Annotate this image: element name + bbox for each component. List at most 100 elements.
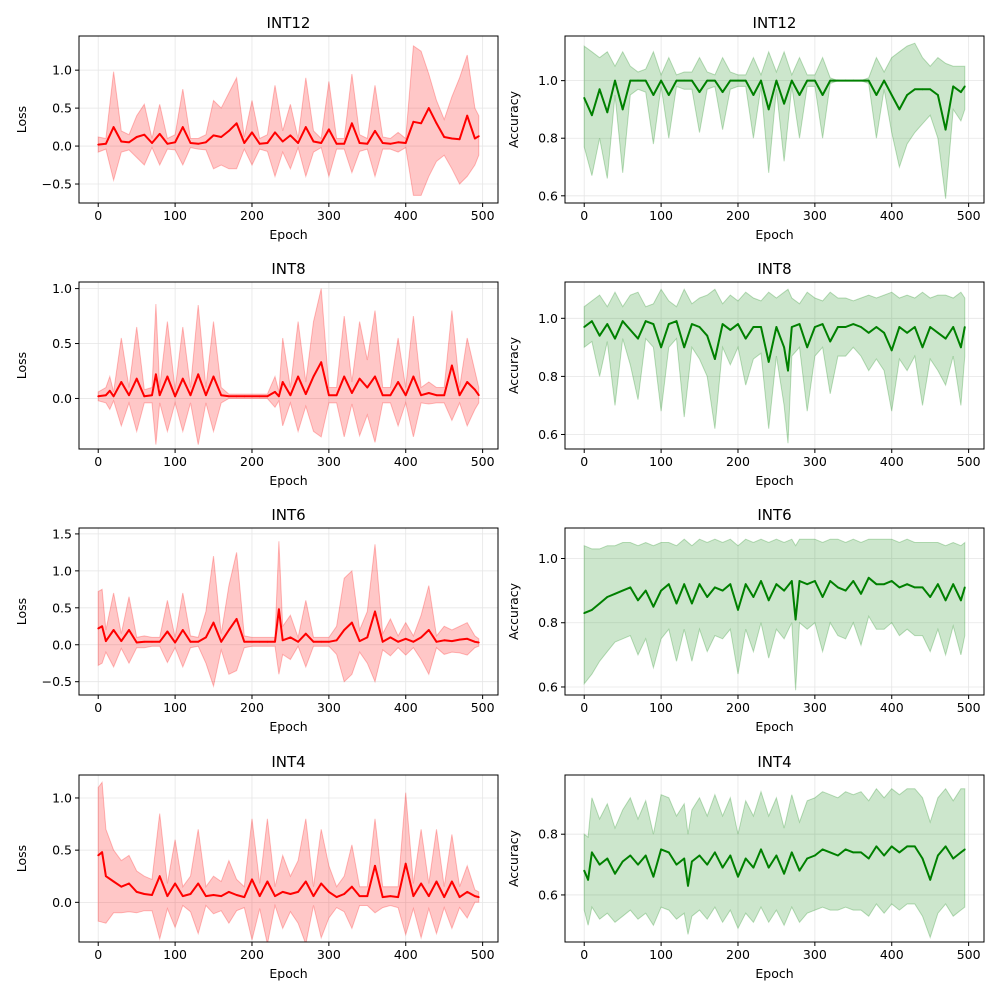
chart-int6-acc-band-0 — [583, 538, 966, 691]
chart-int8-acc-point-49 — [952, 326, 955, 328]
chart-int12-loss-point-1 — [105, 142, 107, 145]
chart-int8-acc-point-51 — [963, 326, 966, 328]
chart-int6-acc-point-4 — [614, 592, 616, 595]
chart-int12-acc-point-22 — [752, 94, 755, 96]
chart-int4-acc-point-1 — [587, 878, 589, 881]
chart-int8-loss-point-37 — [358, 377, 361, 380]
chart-int4-loss-point-39 — [389, 895, 392, 897]
chart-int12-loss-point-10 — [174, 141, 177, 144]
chart-int6-acc-point-47 — [937, 583, 939, 586]
chart-int6-acc-point-18 — [721, 589, 724, 592]
chart-int4-acc-point-12 — [667, 851, 670, 854]
chart-int6-acc-xtick-label-0: 0 — [580, 700, 588, 715]
chart-int12-loss-point-42 — [420, 122, 422, 125]
chart-int4-loss-point-13 — [189, 893, 192, 895]
chart-int6-loss-point-34 — [343, 629, 346, 631]
chart-int8-loss-point-19 — [228, 395, 230, 398]
chart-int4-loss-xtick-label-0: 0 — [94, 947, 102, 962]
chart-int12-acc-point-34 — [844, 79, 847, 82]
chart-int8-loss-xtick-label-1: 100 — [163, 454, 187, 469]
chart-int12-loss-point-37 — [381, 142, 384, 144]
chart-int8-loss-point-32 — [320, 361, 323, 364]
chart-int8-loss-point-10 — [158, 394, 161, 397]
chart-int12-loss-xtick-label-0: 0 — [94, 208, 102, 223]
chart-int6-acc-xtick-label-3: 300 — [803, 700, 827, 715]
chart-int8-loss-point-51 — [466, 381, 469, 383]
chart-int8-loss: 0 100 200 300 400 500 0.0 0.5 1.0 INT8 Epoch Loss — [14, 260, 499, 488]
chart-int4-loss-point-50 — [474, 895, 476, 897]
chart-int4-loss-point-18 — [228, 891, 230, 893]
chart-int12-acc-point-44 — [921, 88, 924, 91]
chart-int4-acc-xtick-label-5: 500 — [957, 947, 981, 962]
chart-int12-loss-point-41 — [412, 120, 415, 123]
chart-int4-acc-point-4 — [606, 857, 609, 860]
chart-int12-loss-point-19 — [243, 142, 246, 144]
chart-int4-loss-point-47 — [451, 880, 453, 883]
chart-int8-loss-point-40 — [381, 394, 384, 397]
chart-int12-loss-xtick-label-3: 300 — [317, 208, 341, 223]
chart-int6-acc-point-21 — [744, 583, 747, 586]
chart-int6-loss-xtick-label-4: 400 — [394, 700, 418, 715]
chart-int8-acc-point-42 — [898, 326, 901, 328]
chart-int8-loss-xtick-label-4: 400 — [394, 454, 418, 469]
chart-int6-loss-ylabel: Loss — [14, 598, 29, 625]
chart-int6-loss-point-13 — [189, 640, 192, 643]
chart-int12-loss-point-13 — [197, 142, 200, 145]
chart-int4-acc-point-27 — [775, 854, 778, 857]
chart-int6-acc-point-25 — [775, 583, 778, 586]
chart-int4-loss-point-44 — [427, 895, 430, 897]
chart-int4-loss-point-9 — [158, 875, 161, 878]
chart-int4-loss-point-33 — [343, 893, 346, 895]
chart-int8-acc-point-34 — [837, 326, 839, 328]
chart-int12-acc-point-4 — [614, 79, 616, 82]
chart-int12-loss-point-18 — [235, 122, 238, 125]
chart-int6-loss-point-31 — [320, 640, 323, 643]
chart-int4-loss-point-6 — [135, 891, 138, 893]
chart-int8-loss-point-43 — [404, 394, 407, 397]
chart-int6-acc-point-14 — [691, 602, 693, 605]
chart-int6-loss-point-25 — [278, 608, 280, 611]
chart-int4-acc-ylabel: Accuracy — [506, 829, 521, 887]
chart-int4-acc-point-26 — [767, 866, 770, 869]
chart-int12-loss-ylabel: Loss — [14, 106, 29, 133]
chart-int4-loss-title: INT4 — [271, 753, 305, 771]
chart-int4-loss-point-10 — [166, 895, 169, 897]
chart-int8-loss-point-17 — [212, 375, 215, 378]
chart-int12-loss-point-43 — [427, 107, 430, 109]
chart-int8-acc-point-10 — [660, 346, 662, 349]
chart-int12-loss-point-36 — [374, 130, 376, 132]
chart-int6-acc-point-46 — [929, 596, 932, 598]
chart-int8-acc-point-50 — [960, 346, 962, 349]
chart-int12-acc-title: INT12 — [753, 14, 797, 32]
chart-int12-loss-ytick-label-0: −0.5 — [42, 177, 72, 192]
chart-int8-loss-point-23 — [258, 395, 261, 398]
chart-int4-loss-band-0 — [97, 780, 480, 942]
chart-int6-loss-point-24 — [274, 640, 276, 643]
chart-int6-loss-point-44 — [420, 636, 422, 639]
chart-int8-loss-line-0 — [98, 361, 480, 398]
chart-int4-loss-point-42 — [412, 895, 415, 897]
chart-int4-acc-band-0 — [583, 787, 966, 939]
chart-int4-loss-xtick-label-4: 400 — [394, 947, 418, 962]
chart-int12-acc-point-21 — [744, 79, 747, 82]
chart-int4-acc-point-40 — [875, 845, 878, 848]
chart-int6-loss-point-52 — [477, 641, 480, 644]
chart-int12-acc-point-3 — [606, 111, 609, 114]
chart-int8-loss-point-12 — [174, 395, 177, 398]
chart-int4-loss-point-25 — [281, 891, 284, 893]
chart-int6-loss-xtick-label-0: 0 — [94, 700, 102, 715]
chart-int6-loss-ytick-label-4: 1.5 — [52, 526, 72, 541]
chart-int12-acc-point-48 — [952, 85, 955, 88]
chart-int4-acc-point-46 — [921, 857, 924, 860]
chart-int6-loss-point-47 — [443, 639, 446, 642]
chart-int6-acc-point-32 — [821, 596, 824, 598]
chart-int4-acc-point-3 — [598, 863, 601, 866]
chart-int4-acc-xtick-label-0: 0 — [580, 947, 588, 962]
chart-int8-acc-point-4 — [614, 337, 616, 340]
chart-int8-acc-point-20 — [737, 323, 739, 325]
chart-int6-loss-point-2 — [105, 640, 107, 642]
chart-int4-loss-xlabel: Epoch — [269, 966, 307, 981]
chart-int6-acc-point-49 — [952, 583, 955, 586]
chart-int12-loss-point-45 — [443, 136, 446, 138]
chart-int12-loss-point-24 — [281, 140, 284, 143]
